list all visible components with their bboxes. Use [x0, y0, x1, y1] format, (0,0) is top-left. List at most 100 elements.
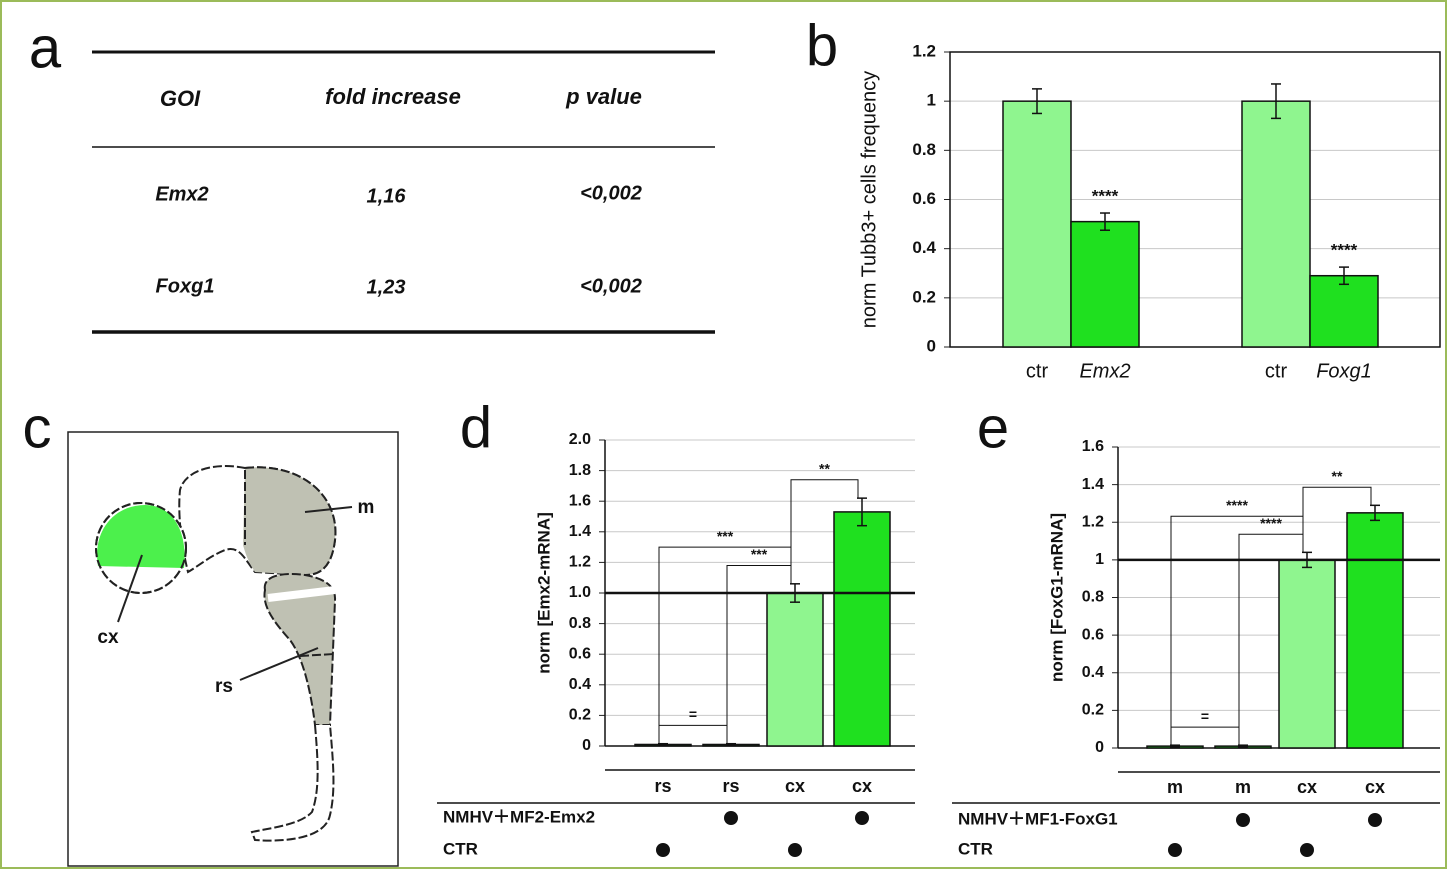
condition-dot	[656, 843, 670, 857]
table-cell: <0,002	[580, 182, 642, 204]
y-tick-label: 0.8	[912, 140, 936, 159]
plot-frame	[949, 51, 1441, 348]
x-tick-label: ctr	[1265, 360, 1288, 382]
panel-label: d	[460, 395, 492, 460]
table-cell: Foxg1	[156, 275, 215, 297]
significance-label: **	[1332, 468, 1343, 484]
x-tick-label: Emx2	[1079, 360, 1130, 382]
x-tick-label: rs	[722, 776, 739, 796]
condition-label: NMHV＋MF1-FoxG1	[958, 809, 1118, 828]
significance-label: ****	[1226, 497, 1248, 513]
y-tick-label: 1.8	[569, 462, 591, 479]
x-tick-label: rs	[654, 776, 671, 796]
x-tick-label: Foxg1	[1316, 360, 1372, 382]
pointer	[304, 506, 353, 513]
bar	[1070, 220, 1140, 348]
bar	[833, 511, 891, 747]
cortex-region	[97, 505, 185, 568]
condition-dot	[788, 843, 802, 857]
condition-label: CTR	[443, 839, 478, 858]
significance-label: ****	[1260, 515, 1282, 531]
y-tick-label: 0.6	[1082, 626, 1104, 643]
diagram-label: rs	[215, 676, 233, 697]
pointer	[117, 554, 143, 623]
table-cell: 1,23	[367, 276, 406, 298]
y-tick-label: 1.6	[569, 492, 591, 509]
spinal-cord	[250, 724, 335, 842]
bar	[1346, 512, 1404, 749]
y-tick-label: 0	[1095, 739, 1104, 756]
y-tick-label: 1.0	[569, 584, 591, 601]
table-header: fold increase	[325, 84, 461, 109]
y-tick-label: 1.4	[1082, 476, 1104, 493]
y-axis-label: norm [FoxG1-mRNA]	[1047, 513, 1066, 682]
bar	[766, 592, 824, 747]
y-tick-label: 1	[927, 91, 936, 110]
x-tick-label: cx	[852, 776, 872, 796]
significance-label: =	[1201, 708, 1209, 724]
condition-dot	[1300, 843, 1314, 857]
y-tick-label: 0.8	[1082, 589, 1104, 606]
diagram-label: cx	[97, 627, 119, 648]
y-tick-label: 0.2	[569, 707, 591, 724]
condition-dot	[1168, 843, 1182, 857]
y-tick-label: 1.2	[569, 554, 591, 571]
boundary	[299, 653, 335, 657]
y-tick-label: 0.4	[912, 238, 936, 257]
y-tick-label: 0.6	[912, 189, 936, 208]
bar	[1241, 100, 1311, 348]
midbrain-edge	[244, 466, 337, 576]
y-tick-label: 1.2	[912, 41, 936, 60]
significance-label: **	[819, 460, 830, 476]
bar	[1309, 274, 1379, 348]
panel-label: b	[806, 13, 838, 78]
significance-label: ****	[1331, 241, 1358, 260]
y-tick-label: 0.4	[569, 676, 591, 693]
significance-bracket	[658, 724, 728, 744]
y-tick-label: 0.2	[1082, 702, 1104, 719]
x-tick-label: ctr	[1026, 360, 1049, 382]
bar	[1002, 100, 1072, 348]
condition-dot	[724, 811, 738, 825]
table-cell: Emx2	[155, 183, 208, 205]
x-tick-label: m	[1167, 777, 1183, 797]
panel-label: c	[23, 395, 52, 460]
y-tick-label: 1	[1095, 551, 1104, 568]
condition-label: CTR	[958, 839, 993, 858]
condition-label: NMHV＋MF2-Emx2	[443, 807, 595, 826]
condition-dot	[1368, 813, 1382, 827]
condition-dot	[1236, 813, 1250, 827]
y-axis-label: norm [Emx2-mRNA]	[534, 512, 553, 674]
y-axis-label: norm Tubb3+ cells frequency	[858, 71, 880, 328]
y-tick-label: 2.0	[569, 431, 591, 448]
x-tick-label: m	[1235, 777, 1251, 797]
y-tick-label: 0.2	[912, 287, 936, 306]
significance-bracket	[1170, 726, 1240, 746]
table-cell: 1,16	[367, 185, 407, 207]
x-tick-label: cx	[785, 776, 805, 796]
y-tick-label: 0	[582, 737, 591, 754]
panel-label: a	[29, 15, 62, 80]
x-tick-label: cx	[1297, 777, 1317, 797]
table-header: p value	[565, 84, 642, 109]
bar	[1278, 559, 1336, 749]
y-tick-label: 0.4	[1082, 664, 1104, 681]
table-cell: <0,002	[580, 275, 642, 297]
y-tick-label: 0.8	[569, 615, 591, 632]
significance-label: =	[689, 706, 697, 722]
y-tick-label: 1.6	[1082, 438, 1104, 455]
y-tick-label: 1.4	[569, 523, 591, 540]
y-tick-label: 1.2	[1082, 513, 1104, 530]
pointer	[239, 647, 319, 681]
telencephalon-edge	[95, 502, 187, 594]
significance-label: ****	[1092, 187, 1119, 206]
midbrain-region	[243, 467, 336, 575]
y-tick-label: 0.6	[569, 645, 591, 662]
panel-label: e	[977, 395, 1009, 460]
x-tick-label: cx	[1365, 777, 1385, 797]
significance-bracket	[1302, 486, 1372, 553]
condition-dot	[855, 811, 869, 825]
embryo-diagram	[67, 431, 399, 867]
